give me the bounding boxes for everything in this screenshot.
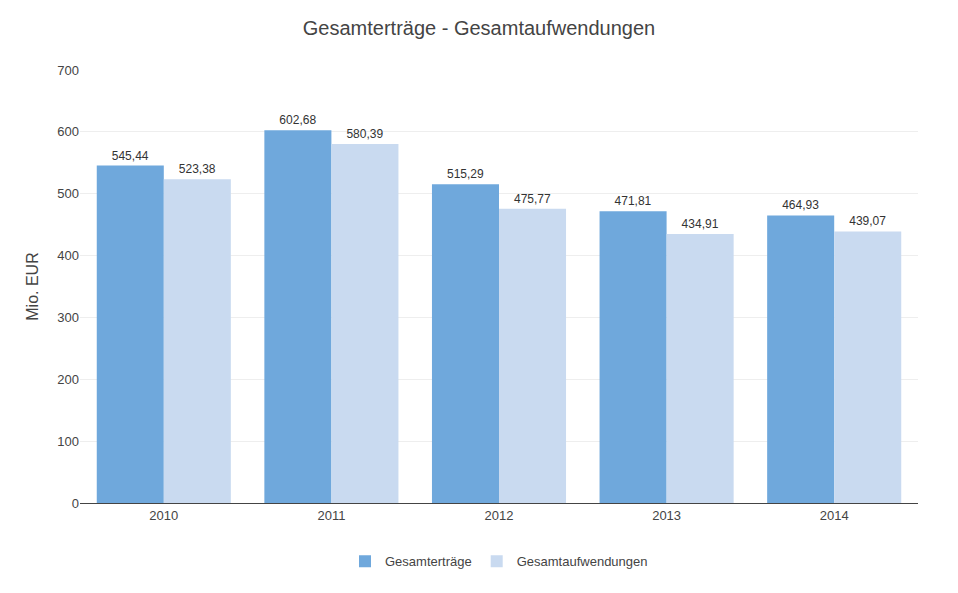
svg-text:0: 0 (72, 496, 79, 511)
svg-text:100: 100 (57, 434, 79, 449)
svg-text:Mio. EUR: Mio. EUR (24, 252, 41, 320)
svg-text:500: 500 (57, 186, 79, 201)
svg-text:471,81: 471,81 (615, 194, 652, 208)
svg-text:464,93: 464,93 (782, 198, 819, 212)
svg-text:475,77: 475,77 (514, 192, 551, 206)
svg-text:434,91: 434,91 (682, 217, 719, 231)
svg-text:545,44: 545,44 (112, 149, 149, 163)
svg-text:400: 400 (57, 248, 79, 263)
svg-text:700: 700 (57, 63, 79, 78)
svg-text:2012: 2012 (485, 508, 514, 523)
svg-text:580,39: 580,39 (346, 127, 383, 141)
svg-text:300: 300 (57, 310, 79, 325)
svg-text:200: 200 (57, 372, 79, 387)
svg-text:2013: 2013 (652, 508, 681, 523)
svg-text:Gesamterträge: Gesamterträge (385, 554, 472, 569)
svg-text:439,07: 439,07 (849, 214, 886, 228)
svg-text:Gesamterträge - Gesamtaufwendu: Gesamterträge - Gesamtaufwendungen (303, 17, 655, 39)
svg-text:2014: 2014 (820, 508, 849, 523)
svg-text:2011: 2011 (317, 508, 345, 523)
svg-text:602,68: 602,68 (279, 113, 316, 127)
svg-text:600: 600 (57, 124, 79, 139)
svg-text:Gesamtaufwendungen: Gesamtaufwendungen (517, 554, 648, 569)
svg-text:523,38: 523,38 (179, 162, 216, 176)
svg-text:515,29: 515,29 (447, 167, 484, 181)
svg-text:2010: 2010 (149, 508, 178, 523)
